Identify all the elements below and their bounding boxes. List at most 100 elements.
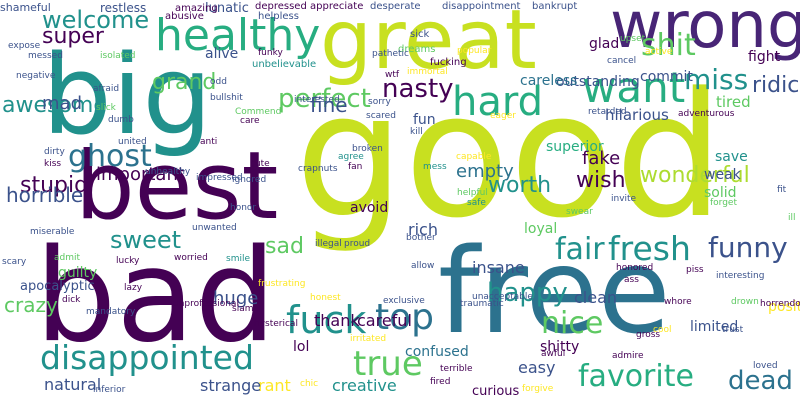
- word-limited: limited: [690, 319, 739, 335]
- word-desperate: desperate: [370, 1, 421, 12]
- word-care: care: [240, 116, 260, 126]
- word-weak: weak: [704, 167, 741, 183]
- word-big: big: [42, 31, 213, 159]
- word-immortal: immortal: [407, 67, 448, 77]
- word-careless: careless: [520, 73, 578, 89]
- word-abusive: abusive: [165, 11, 204, 22]
- word-positive: positive: [768, 299, 800, 315]
- word-illegal: illegal: [315, 239, 342, 249]
- word-commend: Commend: [235, 107, 282, 117]
- word-perfect: perfect: [278, 84, 371, 114]
- word-fan: fan: [348, 162, 363, 172]
- word-good: good: [295, 55, 724, 256]
- word-save: save: [715, 149, 748, 165]
- word-creative: creative: [332, 376, 397, 395]
- word-crapnuts: crapnuts: [298, 164, 338, 174]
- word-whore: whore: [664, 297, 692, 307]
- word-clean: clean: [574, 288, 618, 307]
- word-invite: invite: [611, 194, 637, 204]
- word-mandatory: mandatory: [86, 307, 136, 317]
- word-admire: admire: [612, 351, 644, 361]
- word-solid: solid: [704, 185, 737, 201]
- word-broken: broken: [352, 144, 383, 154]
- word-hard: hard: [452, 79, 543, 125]
- word-loyal: loyal: [524, 221, 558, 237]
- word-expose: expose: [8, 41, 41, 51]
- word-best: best: [75, 132, 279, 241]
- word-sweet: sweet: [110, 226, 182, 254]
- word-united: united: [118, 137, 147, 147]
- word-fresh: fresh: [608, 229, 691, 268]
- word-tired: tired: [716, 93, 751, 111]
- word-depressed: depressed: [255, 1, 307, 12]
- word-sick: sick: [410, 29, 430, 40]
- word-shit: shit: [641, 28, 696, 63]
- word-great: great: [320, 0, 537, 88]
- word-wrong: wrong: [610, 0, 800, 63]
- word-hysterical: hysterical: [254, 319, 298, 329]
- word-confused: confused: [405, 344, 469, 360]
- word-mess: mess: [423, 162, 447, 172]
- word-favorite: favorite: [578, 359, 694, 394]
- word-piss: piss: [686, 265, 704, 275]
- word-bankrupt: bankrupt: [532, 1, 578, 12]
- word-careful: careful: [357, 311, 412, 330]
- word-empty: empty: [456, 161, 514, 182]
- word-dumb: dumb: [108, 115, 134, 125]
- word-ill: ill: [788, 213, 796, 223]
- word-restless: restless: [100, 1, 147, 15]
- word-cool: cool: [653, 325, 672, 335]
- word-lunatic: lunatic: [205, 1, 249, 16]
- word-exclusive: exclusive: [383, 296, 425, 306]
- word-free: free: [438, 222, 671, 360]
- word-interesting: interesting: [716, 271, 765, 281]
- word-traumatic: traumatic: [460, 299, 504, 309]
- word-negative: negative: [16, 71, 56, 81]
- word-fair: fair: [555, 232, 605, 267]
- word-funky: funky: [258, 48, 283, 58]
- word-superior: superior: [546, 139, 604, 155]
- word-helpless: helpless: [258, 11, 299, 22]
- word-hilarious: hilarious: [605, 106, 669, 124]
- word-healthy: healthy: [155, 10, 321, 61]
- word-swear: swear: [566, 207, 593, 217]
- word-smile: smile: [226, 254, 250, 264]
- word-isolated: isolated: [100, 51, 136, 61]
- word-natural: natural: [44, 375, 102, 394]
- word-cute: cute: [250, 159, 270, 169]
- word-lazy: lazy: [124, 283, 143, 293]
- word-ridiculous: ridiculous: [752, 73, 800, 98]
- word-rant: rant: [258, 376, 291, 395]
- word-forget: forget: [710, 198, 737, 208]
- word-safe: safe: [467, 198, 486, 208]
- word-wish: wish: [576, 168, 626, 193]
- word-eager: eager: [490, 111, 517, 121]
- word-fine: fine: [310, 93, 348, 117]
- word-unbelievable: unbelievable: [252, 59, 317, 70]
- word-stupid: stupid: [20, 173, 89, 198]
- word-ghost: ghost: [68, 139, 152, 174]
- word-honored: honored: [616, 263, 654, 273]
- word-ass: ass: [624, 275, 639, 285]
- word-worth: worth: [488, 173, 552, 198]
- word-trust: trust: [722, 325, 744, 335]
- word-disappointed: disappointed: [40, 338, 254, 377]
- word-crazy: crazy: [4, 293, 58, 317]
- word-odd: odd: [210, 77, 227, 87]
- word-dreams: dreams: [398, 44, 436, 55]
- word-unacceptable: unacceptable: [472, 292, 533, 302]
- word-commit: commit: [640, 69, 693, 85]
- word-messed: messed: [28, 51, 63, 61]
- word-scared: scared: [366, 111, 396, 121]
- word-true: true: [353, 344, 423, 384]
- word-miserable: miserable: [30, 227, 75, 237]
- word-popular: popular: [457, 46, 492, 56]
- word-avoid: avoid: [350, 200, 389, 216]
- word-bad: bad: [35, 222, 276, 371]
- word-pathetic: pathetic: [372, 49, 409, 59]
- word-drown: drown: [731, 297, 759, 307]
- word-dick: dick: [62, 295, 81, 305]
- word-insane: insane: [472, 258, 525, 277]
- word-grand: grand: [152, 70, 217, 95]
- word-disappointment: disappointment: [442, 1, 521, 12]
